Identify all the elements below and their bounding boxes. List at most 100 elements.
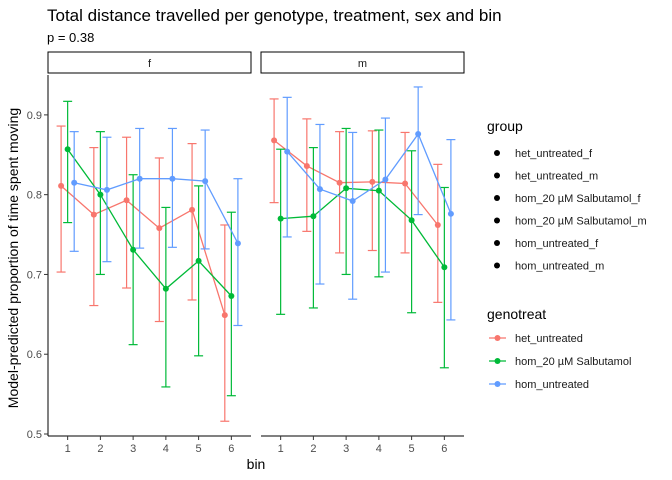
data-point [234,240,241,247]
series-het-untreated [269,98,443,303]
x-tick-label: 4 [163,443,169,455]
data-point [162,285,169,292]
facet-strip [260,51,465,74]
y-tick-label: 0.6 [27,349,42,361]
data-point [228,292,235,299]
legend-label: hom_untreated [515,379,589,391]
legends: group het_untreated_f het_untreated_m hom_2… [487,118,647,391]
data-point [434,221,441,228]
data-point [447,210,454,217]
chart-subtitle: p = 0.38 [47,30,94,45]
series-hom-untreated [69,127,243,327]
legend-label: hom_20 µM Salbutamol_m [515,216,647,228]
data-point [336,179,343,186]
data-point [202,178,209,185]
data-point [310,213,317,220]
facet-strip [47,51,252,74]
chart-title: Total distance travelled per genotype, t… [47,6,502,25]
x-tick-label: 6 [228,443,234,455]
data-point [402,180,409,187]
legend-genotreat: genotreat het_untreated hom_20 µM Salbutam… [487,306,631,391]
facet-panel-m: m 1 2 3 4 5 6 [260,51,465,455]
y-tick-label: 0.8 [27,190,42,202]
legend-label: hom_untreated_m [515,261,604,273]
data-point [103,186,110,193]
x-tick-label: 5 [196,443,202,455]
series-line [67,148,232,297]
legend-title: group [487,118,523,134]
legend-key-point [494,335,501,341]
data-point [221,312,228,319]
data-point [408,217,415,224]
data-point [189,206,196,213]
y-axis: 0.5 0.6 0.7 0.8 0.9 [27,75,49,441]
x-tick-label: 4 [376,443,382,455]
x-tick-label: 3 [130,443,136,455]
data-point [277,215,284,222]
data-point [71,179,78,186]
legend-label: het_untreated_m [515,171,598,183]
data-point [343,185,350,192]
data-point [64,146,71,153]
x-axis-title: bin [247,456,266,472]
legend-label: hom_20 µM Salbutamol_f [515,193,642,205]
data-point [382,176,389,183]
data-point [316,186,323,193]
data-point [97,191,104,198]
legend-label: het_untreated [515,333,583,345]
series-hom-20-m-salbutamol [63,100,236,397]
x-tick-label: 1 [65,443,71,455]
legend-key-point [494,381,501,387]
data-point [136,175,143,182]
data-point [130,246,137,253]
y-tick-label: 0.9 [27,110,42,122]
series-line [74,178,239,244]
series-het-untreated [56,125,230,422]
series-hom-20-m-salbutamol [276,127,449,369]
legend-key-point [494,217,500,224]
y-tick-label: 0.5 [27,429,42,441]
data-point [58,182,65,189]
y-axis-title: Model-predicted proportion of time spent… [5,108,21,408]
facet-panels: f 1 2 3 4 5 6 m 1 2 3 4 5 6 [47,51,465,455]
legend-group: group het_untreated_f het_untreated_m hom_2… [487,118,647,273]
legend-key-point [494,240,500,246]
data-point [90,211,97,218]
data-point [271,137,278,144]
series-line [273,139,439,226]
legend-label: het_untreated_f [515,148,593,160]
data-point [369,178,376,185]
data-point [441,264,448,271]
legend-key-point [494,172,500,179]
legend-label: hom_20 µM Salbutamol [515,356,631,368]
legend-title: genotreat [487,306,546,322]
series-line [60,185,226,316]
series-line [286,132,452,215]
facet-strip-label: m [358,58,367,70]
data-point [303,162,310,169]
x-tick-label: 2 [310,443,316,455]
data-point [156,225,163,232]
data-point [349,198,356,205]
series-line [280,187,445,268]
data-point [123,197,130,204]
series-hom-untreated [282,86,456,321]
data-point [284,148,291,155]
legend-key-point [494,150,500,156]
x-tick-label: 3 [343,443,349,455]
legend-key-point [494,358,501,364]
legend-key-point [494,195,500,201]
data-point [415,131,422,138]
facet-panel-f: f 1 2 3 4 5 6 [47,51,252,455]
facet-strip-label: f [148,58,152,70]
x-tick-label: 2 [97,443,103,455]
x-tick-label: 1 [278,443,284,455]
x-tick-label: 6 [441,443,447,455]
data-point [169,175,176,182]
data-point [195,257,202,264]
data-point [375,187,382,194]
legend-label: hom_untreated_f [515,238,599,250]
legend-key-point [494,262,500,269]
y-tick-label: 0.7 [27,269,42,281]
